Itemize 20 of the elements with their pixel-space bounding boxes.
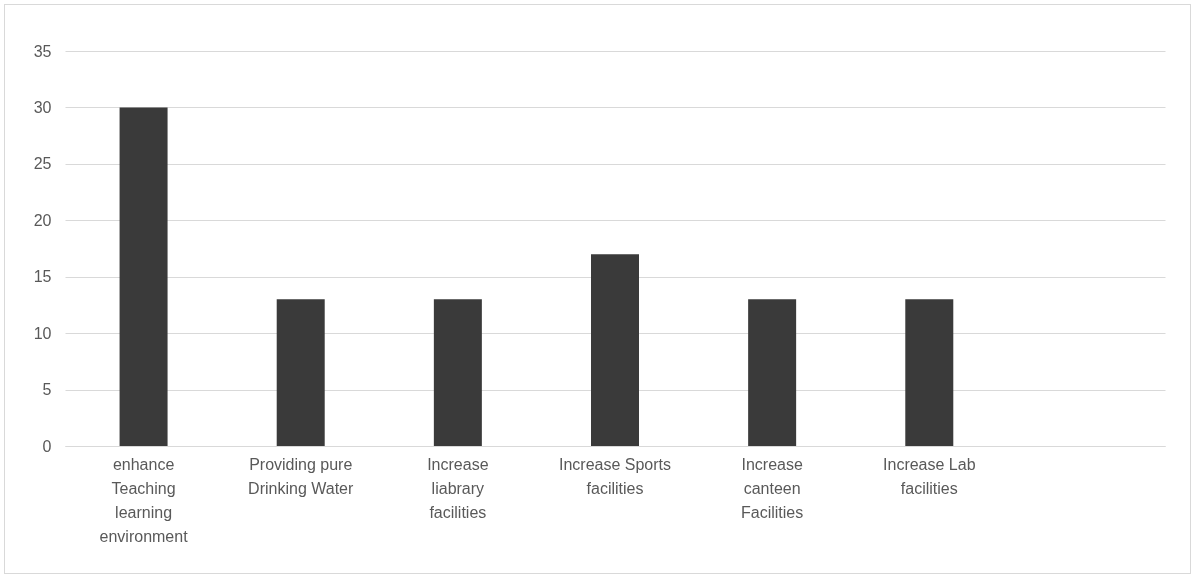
bar [748,299,797,446]
x-tick-label: Increase Lab facilities [883,455,976,497]
y-tick-label: 5 [42,381,52,399]
y-tick-label: 35 [33,42,52,60]
y-tick-label: 0 [42,437,52,455]
bar [591,254,639,446]
y-tick-label: 30 [33,98,52,116]
x-tick-label: Providing pure Drinking Water [248,455,354,497]
y-tick-label: 10 [33,324,52,342]
bar [905,299,954,446]
y-tick-label: 15 [33,268,52,286]
bar [276,299,325,446]
x-tick-label: Increase liabrary facilities [427,455,489,521]
x-tick-label: Increase Sports facilities [558,455,672,497]
bar [119,107,168,446]
y-tick-label: 25 [33,155,52,173]
x-tick-label: enhance Teaching learning environment [99,455,189,545]
x-tick-label: Increase canteen Facilities [741,455,804,521]
y-tick-label: 20 [33,211,52,229]
bar [433,299,482,446]
